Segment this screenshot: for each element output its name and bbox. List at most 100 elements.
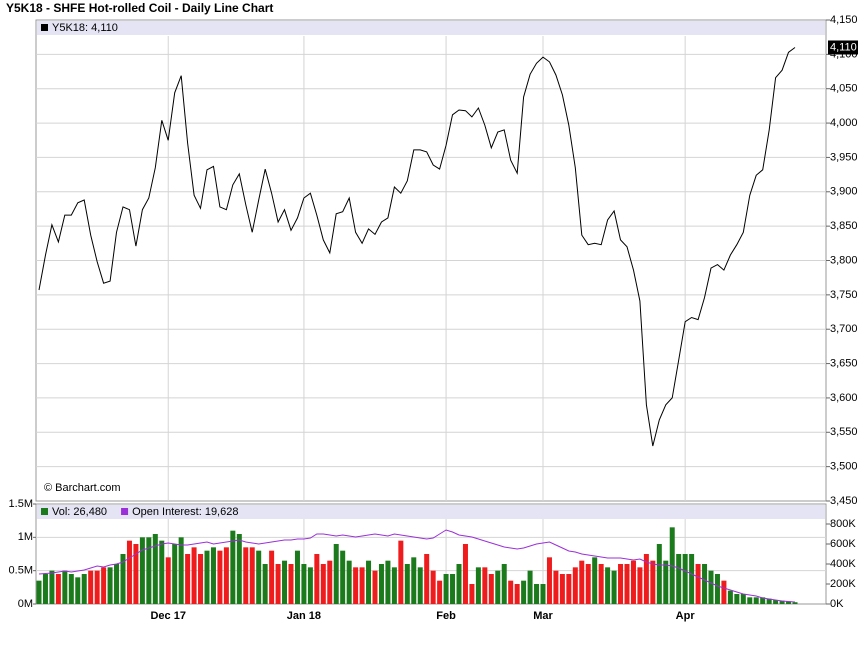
volume-bar (411, 557, 417, 604)
volume-bar (159, 540, 165, 604)
volume-bar (359, 567, 365, 604)
volume-bar (230, 530, 236, 604)
x-tick-label: Dec 17 (150, 610, 185, 622)
volume-bar (708, 570, 714, 604)
y-tick-label: 0M (18, 598, 33, 610)
volume-bar (773, 600, 779, 604)
volume-bar (734, 594, 740, 604)
last-value-box (828, 40, 858, 55)
y-tick-label: 4,150 (830, 14, 858, 26)
chart-title: Y5K18 - SHFE Hot-rolled Coil - Daily Lin… (6, 1, 273, 15)
volume-bar (236, 534, 242, 604)
volume-bar (404, 564, 410, 604)
volume-bar (495, 570, 501, 604)
volume-bar (133, 544, 139, 604)
volume-bar (346, 560, 352, 604)
volume-bar (139, 537, 145, 604)
volume-bar (198, 554, 204, 604)
y2-tick-label: 400K (830, 558, 856, 570)
volume-bar (55, 574, 61, 604)
volume-bar (178, 537, 184, 604)
volume-bar (559, 574, 565, 604)
volume-bar (689, 554, 695, 604)
y-tick-label: 1M (18, 531, 33, 543)
volume-bar (249, 547, 255, 604)
volume-bar (714, 574, 720, 604)
y-tick-label: 1.5M (9, 498, 33, 510)
volume-bar (695, 564, 701, 604)
volume-bar (592, 557, 598, 604)
volume-bar (521, 580, 527, 604)
volume-bar (94, 570, 100, 604)
volume-bar (126, 540, 132, 604)
volume-bar (101, 567, 107, 604)
volume-bar (663, 560, 669, 604)
volume-bar (417, 567, 423, 604)
price-line (38, 47, 796, 447)
y2-tick-label: 600K (830, 538, 856, 550)
volume-bar (540, 584, 546, 604)
volume-bar (598, 564, 604, 604)
volume-bar (475, 567, 481, 604)
volume-bar (624, 564, 630, 604)
volume-bar (282, 560, 288, 604)
price-legend-strip (37, 21, 825, 35)
volume-bar (579, 560, 585, 604)
volume-bar (75, 577, 81, 604)
x-tick-label: Apr (676, 610, 696, 622)
watermark: © Barchart.com (44, 482, 121, 494)
volume-bar (553, 570, 559, 604)
x-tick-label: Jan 18 (287, 610, 321, 622)
volume-bar (508, 580, 514, 604)
volume-bar (637, 567, 643, 604)
y2-tick-label: 800K (830, 518, 856, 530)
volume-bar (527, 570, 533, 604)
volume-bar (243, 547, 249, 604)
volume-bar (307, 567, 313, 604)
volume-bar (204, 550, 210, 604)
volume-bar (320, 564, 326, 604)
volume-bar (314, 554, 320, 604)
volume-bar (88, 570, 94, 604)
volume-bar (294, 550, 300, 604)
y-tick-label: 3,600 (830, 392, 858, 404)
y-tick-label: 3,900 (830, 186, 858, 198)
volume-bar (385, 560, 391, 604)
volume-bar (269, 550, 275, 604)
volume-bar (656, 544, 662, 604)
volume-bar (327, 560, 333, 604)
volume-bar (611, 570, 617, 604)
volume-bar (275, 564, 281, 604)
volume-bar (256, 550, 262, 604)
volume-bar (165, 557, 171, 604)
volume-bar (185, 554, 191, 604)
volume-bar (217, 550, 223, 604)
volume-bar (372, 570, 378, 604)
volume-legend-strip (37, 505, 825, 519)
volume-bar (753, 597, 759, 604)
legend-swatch (121, 508, 129, 515)
y-tick-label: 3,700 (830, 323, 858, 335)
y-tick-label: 3,750 (830, 289, 858, 301)
legend-label: Vol: 26,480 (52, 506, 107, 518)
volume-bar (36, 580, 42, 604)
volume-bar (792, 602, 798, 604)
volume-bar (546, 557, 552, 604)
volume-bar (120, 554, 126, 604)
volume-bar (223, 547, 229, 604)
x-tick-label: Feb (436, 610, 456, 622)
volume-bar (462, 544, 468, 604)
volume-bar (366, 560, 372, 604)
volume-bar (340, 550, 346, 604)
y-tick-label: 4,000 (830, 117, 858, 129)
volume-bar (301, 564, 307, 604)
y-tick-label: 3,800 (830, 254, 858, 266)
volume-bar (618, 564, 624, 604)
y-tick-label: 3,850 (830, 220, 858, 232)
volume-bar (676, 554, 682, 604)
volume-bar (378, 564, 384, 604)
open-interest-line (38, 529, 796, 603)
volume-bar (68, 574, 74, 604)
volume-bar (605, 567, 611, 604)
volume-bar (740, 594, 746, 604)
